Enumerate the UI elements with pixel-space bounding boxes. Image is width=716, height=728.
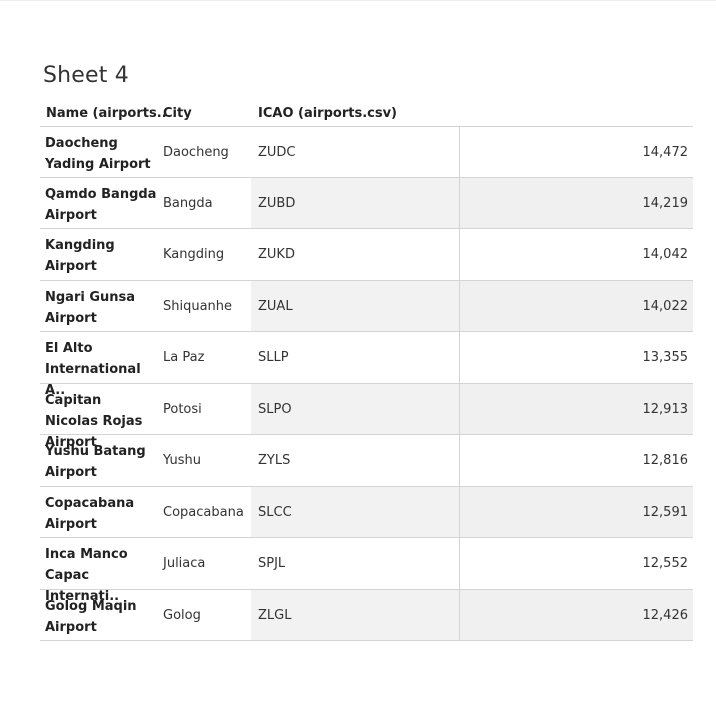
icao-cell: SLPO xyxy=(258,401,292,417)
value-cell: 12,426 xyxy=(642,607,689,623)
value-cell: 12,913 xyxy=(642,401,689,417)
airport-name: Kangding Airport xyxy=(45,238,115,274)
value-cell: 12,816 xyxy=(642,453,689,468)
airport-name: Golog Maqin Airport xyxy=(45,598,137,635)
city-cell: Copacabana xyxy=(163,504,244,520)
table-row[interactable]: Yushu Batang Airport Yushu ZYLS 12,816 xyxy=(40,435,693,487)
icao-cell: SLCC xyxy=(258,504,292,520)
value-cell: 14,042 xyxy=(642,247,689,262)
city-cell: Juliaca xyxy=(163,556,206,571)
icao-cell: SPJL xyxy=(258,556,286,571)
value-cell: 12,552 xyxy=(642,556,689,571)
airport-name: Daocheng Yading Airport xyxy=(45,136,151,172)
table-row[interactable]: Inca Manco Capac Internati.. Juliaca SPJ… xyxy=(40,538,693,604)
value-cell: 14,022 xyxy=(642,298,689,314)
airport-name: El Alto International A.. xyxy=(45,341,141,398)
airport-name: Copacabana Airport xyxy=(45,495,135,532)
icao-cell: ZUKD xyxy=(258,247,295,262)
table-row[interactable]: Ngari Gunsa Airport Shiquanhe ZUAL 14,02… xyxy=(40,280,693,332)
city-cell: Potosi xyxy=(163,401,202,417)
airport-name: Capitan Nicolas Rojas Airport xyxy=(45,392,143,450)
airport-name: Ngari Gunsa Airport xyxy=(45,289,136,326)
icao-cell: ZUBD xyxy=(258,195,296,211)
table-row[interactable]: Capitan Nicolas Rojas Airport Potosi SLP… xyxy=(40,383,693,450)
icao-cell: ZYLS xyxy=(258,453,291,468)
value-cell: 14,472 xyxy=(642,145,689,160)
icao-cell: ZLGL xyxy=(258,607,292,623)
value-cell: 14,219 xyxy=(642,195,689,211)
city-cell: Shiquanhe xyxy=(163,298,233,314)
airport-name: Inca Manco Capac Internati.. xyxy=(45,547,128,604)
city-cell: Bangda xyxy=(163,195,213,211)
column-header-city[interactable]: City xyxy=(163,106,192,121)
city-cell: Kangding xyxy=(163,247,225,262)
table-row[interactable]: Copacabana Airport Copacabana SLCC 12,59… xyxy=(40,486,693,538)
icao-cell: ZUAL xyxy=(258,298,293,314)
data-table: Daocheng Yading Airport Daocheng ZUDC 14… xyxy=(40,126,693,641)
table-row[interactable]: Golog Maqin Airport Golog ZLGL 12,426 xyxy=(40,589,693,641)
city-cell: Daocheng xyxy=(163,145,229,160)
table-row[interactable]: Qamdo Bangda Airport Bangda ZUBD 14,219 xyxy=(40,177,693,229)
top-divider xyxy=(0,0,716,1)
city-cell: Yushu xyxy=(163,453,201,468)
icao-cell: SLLP xyxy=(258,350,289,365)
icao-cell: ZUDC xyxy=(258,145,296,160)
airport-name: Yushu Batang Airport xyxy=(45,444,146,480)
city-cell: Golog xyxy=(163,607,201,623)
airport-name: Qamdo Bangda Airport xyxy=(45,186,157,223)
table-row[interactable]: El Alto International A.. La Paz SLLP 13… xyxy=(40,332,693,398)
city-cell: La Paz xyxy=(163,350,205,365)
value-cell: 13,355 xyxy=(642,350,689,365)
value-cell: 12,591 xyxy=(642,504,689,520)
column-header-name[interactable]: Name (airports.. xyxy=(46,106,167,121)
table-row[interactable]: Kangding Airport Kangding ZUKD 14,042 xyxy=(40,229,693,281)
sheet-title: Sheet 4 xyxy=(43,63,129,88)
table-row[interactable]: Daocheng Yading Airport Daocheng ZUDC 14… xyxy=(40,126,693,178)
column-header-icao[interactable]: ICAO (airports.csv) xyxy=(258,106,397,121)
